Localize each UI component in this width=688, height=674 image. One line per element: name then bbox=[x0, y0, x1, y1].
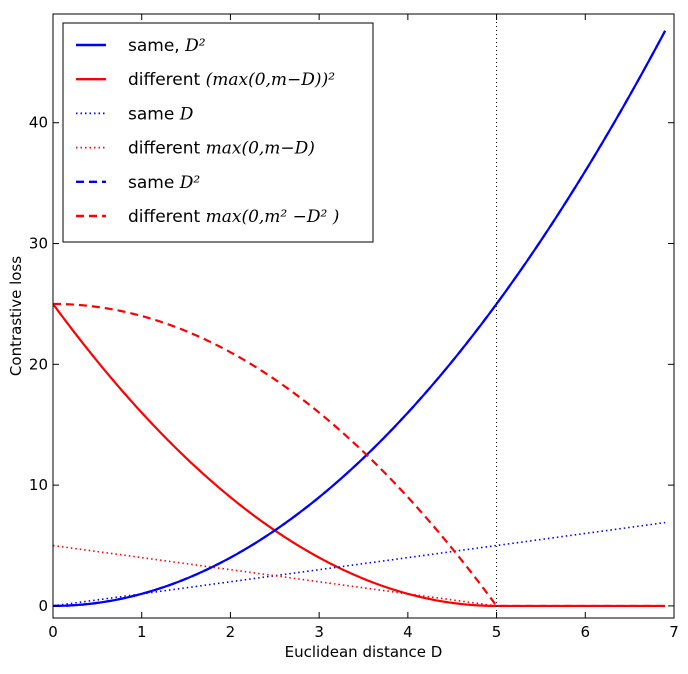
series-line-2 bbox=[53, 303, 666, 608]
legend-entry-label: same D bbox=[128, 104, 194, 124]
legend-entry-math: D bbox=[179, 104, 194, 124]
x-tick-label: 5 bbox=[492, 623, 502, 641]
legend-entry-math: D² bbox=[179, 173, 201, 193]
legend-box bbox=[62, 22, 374, 243]
legend-entry-label: different (max(0,m−D))² bbox=[128, 70, 335, 90]
legend-entry-math: max(0,m² −D² ) bbox=[206, 207, 340, 227]
y-tick-label: 40 bbox=[29, 114, 48, 132]
legend-entry-text: different bbox=[128, 70, 206, 90]
x-axis-label: Euclidean distance D bbox=[285, 643, 443, 661]
legend-entry-label: different max(0,m−D) bbox=[128, 139, 315, 159]
legend-entry-math: max(0,m−D) bbox=[206, 139, 315, 159]
y-tick-label: 30 bbox=[29, 235, 48, 253]
y-axis-label: Contrastive loss bbox=[7, 256, 25, 376]
series-line-6 bbox=[53, 302, 666, 608]
tick-layer: 0 1 2 3 4 5 6 7 0 10 20 30 40 bbox=[29, 14, 679, 641]
x-tick-label: 6 bbox=[581, 623, 591, 641]
legend-entry-text: same, bbox=[128, 36, 185, 56]
x-tick-label: 7 bbox=[669, 623, 679, 641]
series-layer bbox=[53, 30, 667, 608]
legend-entry-label: same D² bbox=[128, 173, 200, 193]
y-tick-label: 10 bbox=[29, 476, 48, 494]
legend-entry-text: different bbox=[128, 139, 206, 159]
legend-entry-text: same bbox=[128, 104, 180, 124]
legend-entry-text: same bbox=[128, 173, 180, 193]
x-tick-label: 4 bbox=[403, 623, 413, 641]
y-tick-label: 20 bbox=[29, 355, 48, 373]
series-line-1 bbox=[53, 30, 667, 608]
x-tick-label: 1 bbox=[137, 623, 147, 641]
x-tick-label: 2 bbox=[226, 623, 236, 641]
x-tick-label: 0 bbox=[48, 623, 58, 641]
series-line-4 bbox=[53, 544, 666, 607]
y-tick-label: 0 bbox=[38, 597, 48, 615]
x-tick-label: 3 bbox=[314, 623, 324, 641]
legend-entry-label: same, D² bbox=[128, 36, 206, 56]
legend-entry-text: different bbox=[128, 207, 206, 227]
plot-frame bbox=[52, 13, 675, 619]
legend-entry-label: different max(0,m² −D² ) bbox=[128, 207, 339, 227]
legend-entry-math: D² bbox=[184, 36, 206, 56]
legend-entry-math: (max(0,m−D))² bbox=[206, 70, 336, 90]
